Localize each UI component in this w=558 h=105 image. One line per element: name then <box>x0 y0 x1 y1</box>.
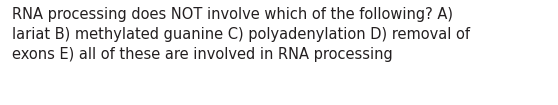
Text: RNA processing does NOT involve which of the following? A)
lariat B) methylated : RNA processing does NOT involve which of… <box>12 7 470 62</box>
